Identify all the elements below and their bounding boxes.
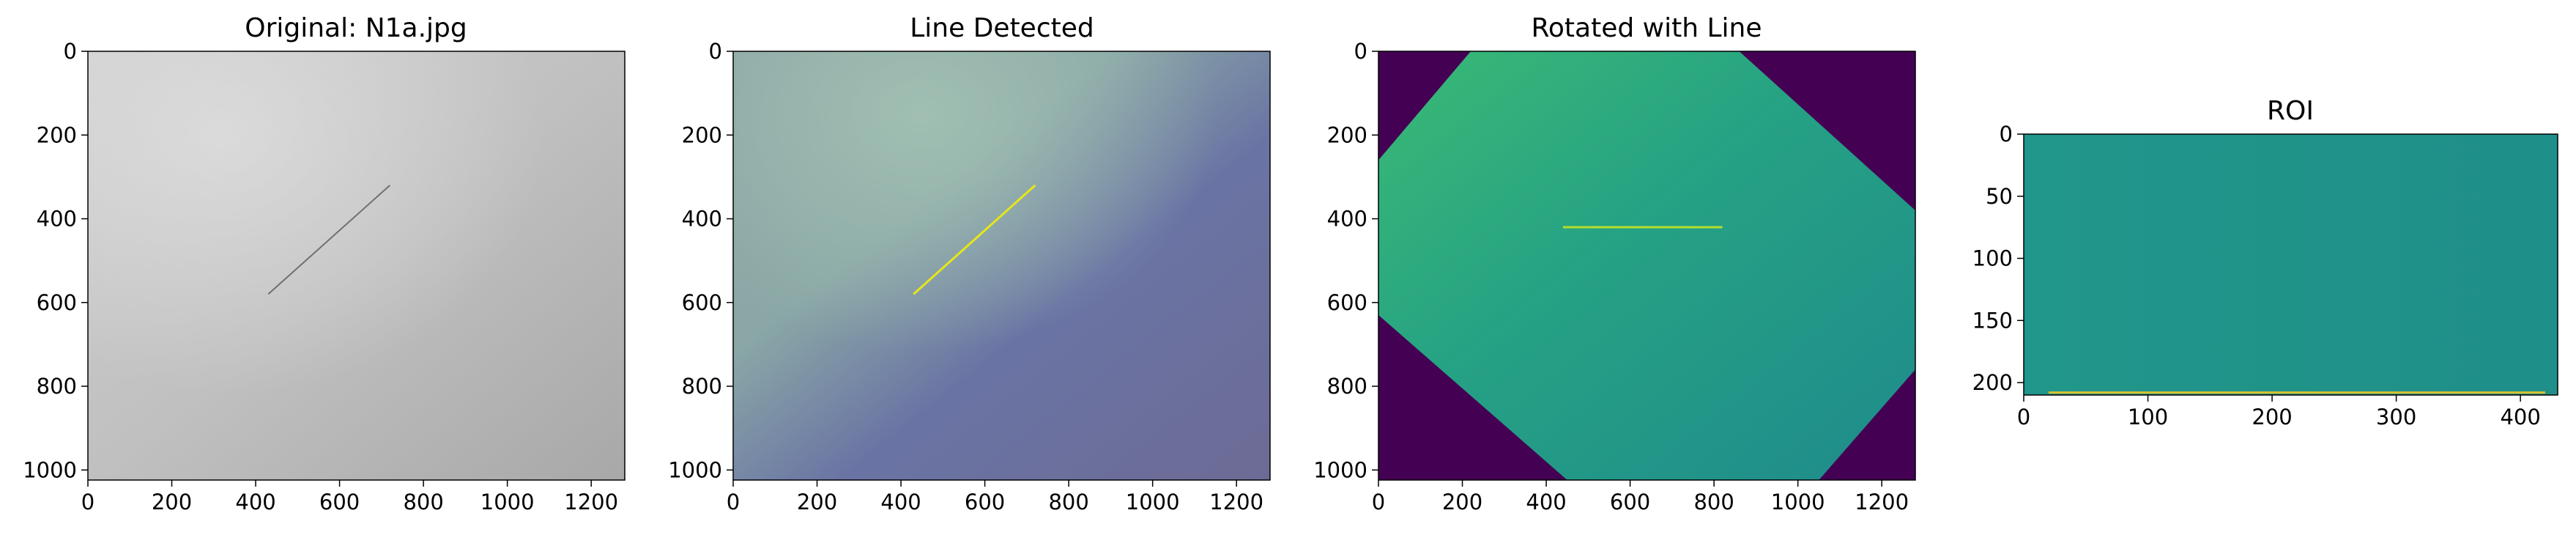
y-tick-label-roi: 0 xyxy=(2000,122,2013,147)
y-tick-label-roi: 50 xyxy=(1986,184,2013,209)
overlay-detected xyxy=(913,184,1036,295)
y-tick-label-original: 200 xyxy=(37,122,77,147)
axes-frame-original xyxy=(87,51,626,481)
y-tick-label-rotated: 800 xyxy=(1327,374,1367,399)
panel-title-detected: Line Detected xyxy=(910,13,1094,43)
overlay-original xyxy=(267,185,390,295)
y-tick-label-roi: 150 xyxy=(1972,308,2013,333)
panel-roi: ROI 0 100 200 300 400 0 50 100 150 200 xyxy=(1972,96,2558,429)
ticks-detected: 0 200 400 600 800 1000 1200 0 200 400 600 800 1000 xyxy=(668,39,1263,514)
detected-line-detected xyxy=(913,184,1036,295)
x-tick-label-roi: 300 xyxy=(2376,405,2416,429)
x-tick-label-original: 0 xyxy=(81,490,94,514)
panel-title-original: Original: N1a.jpg xyxy=(245,13,467,43)
ticks-original: 0 200 400 600 800 1000 1200 0 200 400 600 800 1000 xyxy=(23,39,618,514)
panel-title-rotated: Rotated with Line xyxy=(1532,13,1762,43)
panel-detected: Line Detected 0 200 400 600 800 1000 1200 0 200 4… xyxy=(668,13,1271,514)
x-tick-label-detected: 0 xyxy=(727,490,740,514)
x-tick-label-roi: 400 xyxy=(2500,405,2540,429)
panel-rotated: Rotated with Line 0 200 400 600 800 1000 12000… xyxy=(1313,13,1916,514)
y-tick-label-rotated: 1000 xyxy=(1313,457,1367,482)
image-detected-highlight xyxy=(733,51,1270,480)
y-tick-label-original: 1000 xyxy=(23,457,77,482)
y-tick-label-original: 800 xyxy=(37,374,77,399)
x-tick-label-detected: 200 xyxy=(797,490,837,514)
y-tick-label-original: 400 xyxy=(37,207,77,232)
x-tick-label-detected: 800 xyxy=(1048,490,1088,514)
y-tick-label-rotated: 400 xyxy=(1327,207,1367,232)
axes-frame-roi xyxy=(2023,133,2558,396)
x-tick-label-original: 1200 xyxy=(564,490,618,514)
x-tick-label-original: 200 xyxy=(152,490,192,514)
x-tick-label-detected: 1200 xyxy=(1209,490,1263,514)
x-tick-label-rotated: 200 xyxy=(1442,490,1482,514)
y-tick-label-detected: 600 xyxy=(682,290,722,315)
y-tick-label-detected: 1000 xyxy=(668,457,722,482)
y-tick-label-rotated: 200 xyxy=(1327,122,1367,147)
image-roi xyxy=(2024,134,2558,395)
axes-frame-detected xyxy=(732,51,1271,481)
x-tick-label-original: 600 xyxy=(319,490,360,514)
image-original-highlight xyxy=(88,51,625,480)
y-tick-label-roi: 100 xyxy=(1972,246,2013,271)
y-tick-label-original: 0 xyxy=(64,39,77,64)
x-tick-label-original: 400 xyxy=(235,490,275,514)
x-tick-label-rotated: 0 xyxy=(1372,490,1385,514)
y-tick-label-detected: 400 xyxy=(682,207,722,232)
axes-frame-rotated xyxy=(1378,51,1916,481)
x-tick-label-rotated: 600 xyxy=(1610,490,1650,514)
x-tick-label-original: 1000 xyxy=(480,490,535,514)
image-rotated-valid-region xyxy=(1378,51,1915,480)
y-tick-label-roi: 200 xyxy=(1972,370,2013,395)
y-tick-label-original: 600 xyxy=(37,290,77,315)
y-tick-label-rotated: 0 xyxy=(1354,39,1367,64)
x-tick-label-roi: 200 xyxy=(2252,405,2292,429)
ticks-rotated: 0 200 400 600 800 1000 1200 0 200 400 600 800 1000 xyxy=(1313,39,1909,514)
ticks-roi: 0 100 200 300 400 0 50 100 150 200 xyxy=(1972,122,2541,429)
x-tick-label-rotated: 1000 xyxy=(1771,490,1825,514)
x-tick-label-original: 800 xyxy=(403,490,443,514)
x-tick-label-detected: 1000 xyxy=(1126,490,1180,514)
x-tick-label-detected: 400 xyxy=(880,490,921,514)
x-tick-label-rotated: 400 xyxy=(1526,490,1566,514)
x-tick-label-roi: 100 xyxy=(2128,405,2168,429)
x-tick-label-rotated: 800 xyxy=(1693,490,1734,514)
y-tick-label-rotated: 600 xyxy=(1327,290,1367,315)
panel-original: Original: N1a.jpg 0 200 400 600 800 1000 12000… xyxy=(23,13,626,514)
y-tick-label-detected: 800 xyxy=(682,374,722,399)
detected-line-original xyxy=(267,185,390,295)
panel-title-roi: ROI xyxy=(2267,96,2314,126)
x-tick-label-roi: 0 xyxy=(2017,405,2030,429)
x-tick-label-rotated: 1200 xyxy=(1855,490,1909,514)
x-tick-label-detected: 600 xyxy=(965,490,1005,514)
y-tick-label-detected: 0 xyxy=(709,39,722,64)
y-tick-label-detected: 200 xyxy=(682,122,722,147)
